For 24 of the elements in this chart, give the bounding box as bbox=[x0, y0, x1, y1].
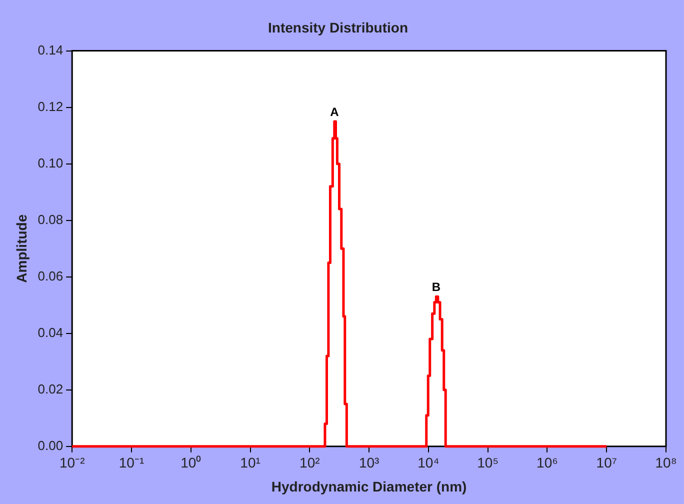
y-tick-label: 0.06 bbox=[38, 268, 64, 284]
y-tick-label: 0.08 bbox=[38, 212, 64, 227]
x-axis-title: Hydrodynamic Diameter (nm) bbox=[271, 478, 467, 494]
y-tick-label: 0.12 bbox=[38, 98, 64, 114]
x-tick-label: 10² bbox=[300, 454, 320, 471]
x-tick-label: 10⁻² bbox=[59, 454, 86, 471]
x-tick-label: 10⁵ bbox=[477, 454, 499, 471]
x-tick-label: 10⁻¹ bbox=[118, 454, 144, 471]
y-tick-label: 0.00 bbox=[38, 438, 64, 453]
annotation: A bbox=[330, 104, 340, 119]
x-tick-label: 10⁷ bbox=[596, 454, 617, 471]
x-tick-label: 10¹ bbox=[240, 454, 261, 471]
annotation: B bbox=[432, 280, 441, 294]
x-tick-label: 10⁴ bbox=[418, 454, 440, 471]
y-tick-label: 0.10 bbox=[38, 155, 64, 170]
y-tick-label: 0.04 bbox=[38, 324, 64, 340]
x-tick-label: 10⁸ bbox=[655, 454, 677, 471]
chart-title: Intensity Distribution bbox=[268, 19, 408, 36]
y-axis-title: Amplitude bbox=[13, 214, 30, 283]
x-tick-label: 10⁶ bbox=[536, 454, 558, 471]
x-tick-label: 10⁰ bbox=[180, 454, 202, 471]
y-tick-label: 0.14 bbox=[38, 42, 64, 58]
x-tick-label: 10³ bbox=[358, 454, 380, 471]
y-tick-label: 0.02 bbox=[38, 381, 64, 396]
